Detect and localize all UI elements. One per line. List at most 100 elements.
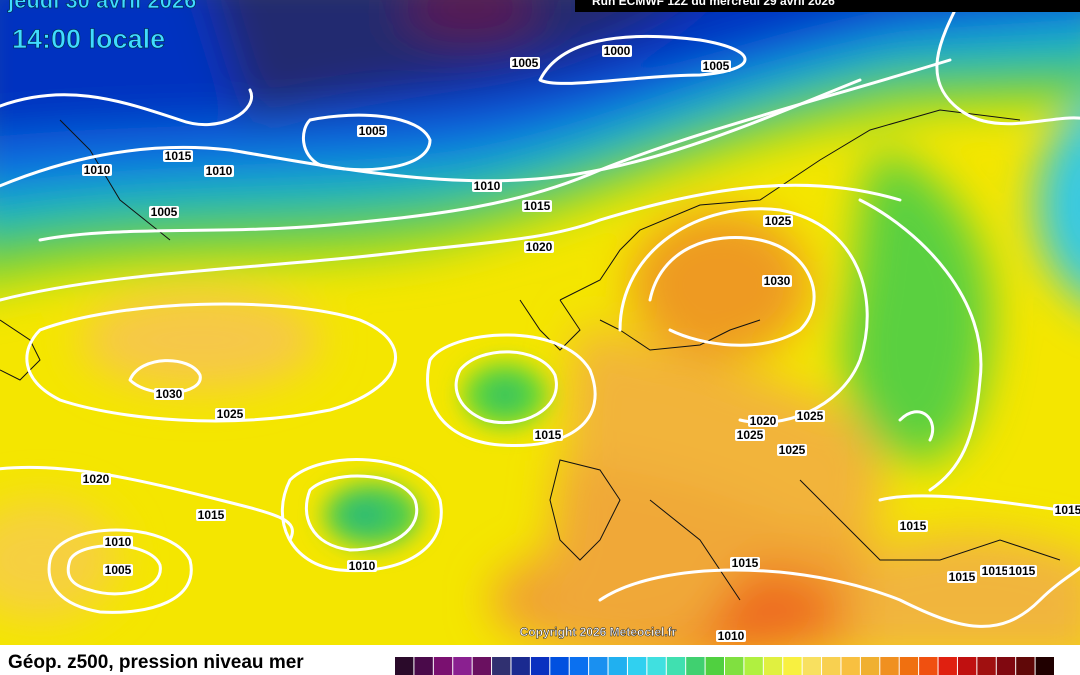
isobar-label: 1030 <box>764 274 791 288</box>
isobar-label-bg <box>510 57 540 69</box>
isobar-label: 1010 <box>349 559 376 573</box>
color-swatch <box>802 657 822 675</box>
isobar-label-bg <box>898 520 928 532</box>
isobar-label-bg <box>196 509 226 521</box>
isobar-label: 1005 <box>512 56 539 70</box>
color-swatch <box>569 657 589 675</box>
isobar-label-bg <box>357 125 387 137</box>
color-swatch <box>783 657 802 675</box>
isobar-label-bg <box>163 150 193 162</box>
color-swatch <box>395 657 414 675</box>
isobar-label: 1020 <box>526 240 553 254</box>
color-swatch <box>414 657 433 675</box>
isobar-label: 1015 <box>732 556 759 570</box>
isobar-label: 1030 <box>156 387 183 401</box>
isobar-label: 1010 <box>84 163 111 177</box>
isobar-label: 1015 <box>524 199 551 213</box>
isobar-contours <box>0 0 1080 628</box>
isobar-label-bg <box>103 564 133 576</box>
isobar-label-bg <box>154 388 184 400</box>
isobar-label: 1015 <box>165 149 192 163</box>
isobar-label-bg <box>701 60 731 72</box>
run-info: Run ECMWF 12Z du mercredi 29 avril 2026 <box>592 0 835 8</box>
color-swatch <box>1016 657 1035 675</box>
color-swatch <box>938 657 957 675</box>
isobar-label: 1010 <box>206 164 233 178</box>
isobar-label: 1025 <box>737 428 764 442</box>
isobar-label: 1025 <box>779 443 806 457</box>
isobar-label-bg <box>602 45 632 57</box>
isobar-label-bg <box>748 415 778 427</box>
color-swatch <box>608 657 627 675</box>
isobar-labels: 1005 1000 1005 1005 1015 1010 1010 1005 1010 1015… <box>81 44 1080 643</box>
color-swatch <box>705 657 724 675</box>
isobar-label: 1025 <box>797 409 824 423</box>
color-swatch <box>763 657 783 675</box>
isobar-label-bg <box>763 215 793 227</box>
isobar-label-bg <box>1007 565 1037 577</box>
isobar-label-bg <box>980 565 1010 577</box>
isobar-label: 1005 <box>703 59 730 73</box>
color-swatch <box>686 657 705 675</box>
isobar-label: 1015 <box>949 570 976 584</box>
legend-title: Géop. z500, pression niveau mer <box>8 652 304 673</box>
color-swatch <box>472 657 492 675</box>
isobar-label: 1005 <box>359 124 386 138</box>
color-swatch <box>530 657 550 675</box>
color-swatch <box>880 657 899 675</box>
isobar-label-bg <box>730 557 760 569</box>
color-swatch <box>744 657 763 675</box>
isobar-label-bg <box>947 571 977 583</box>
color-swatch <box>433 657 453 675</box>
map-time: 14:00 locale <box>12 24 165 54</box>
isobar-label: 1020 <box>83 472 110 486</box>
copyright: Copyright 2026 Meteociel.fr <box>520 625 677 639</box>
isobar-label-bg <box>762 275 792 287</box>
color-swatch <box>666 657 686 675</box>
color-swatch <box>919 657 938 675</box>
isobar-label-bg <box>795 410 825 422</box>
isobar-label: 1015 <box>535 428 562 442</box>
isobar-label: 1015 <box>900 519 927 533</box>
isobar-label-bg <box>735 429 765 441</box>
isobar-label: 1015 <box>198 508 225 522</box>
isobar-label-bg <box>522 200 552 212</box>
color-swatch <box>899 657 919 675</box>
map-date: jeudi 30 avril 2026 <box>7 0 196 13</box>
isobar-label-bg <box>81 473 111 485</box>
color-swatch <box>822 657 841 675</box>
isobar-label-bg <box>777 444 807 456</box>
isobar-label-bg <box>204 165 234 177</box>
isobar-label-bg <box>103 536 133 548</box>
isobar-label-bg <box>716 630 746 642</box>
color-swatch <box>841 657 860 675</box>
isobar-label: 1025 <box>217 407 244 421</box>
isobar-label-bg <box>1053 504 1080 516</box>
isobar-label: 1015 <box>1055 503 1080 517</box>
isobar-label: 1025 <box>765 214 792 228</box>
color-swatch <box>647 657 666 675</box>
isobar-label: 1020 <box>750 414 777 428</box>
color-swatch <box>957 657 977 675</box>
isobar-label: 1010 <box>718 629 745 643</box>
color-scale <box>395 657 1054 675</box>
color-swatch <box>550 657 569 675</box>
isobar-label-bg <box>533 429 563 441</box>
isobar-label: 1015 <box>982 564 1009 578</box>
run-banner <box>575 0 1080 12</box>
isobar-label-bg <box>215 408 245 420</box>
color-swatch <box>492 657 511 675</box>
isobar-label: 1005 <box>151 205 178 219</box>
color-swatch <box>860 657 880 675</box>
isobar-label-bg <box>472 180 502 192</box>
isobar-label-bg <box>149 206 179 218</box>
isobar-label: 1005 <box>105 563 132 577</box>
color-swatch <box>977 657 996 675</box>
color-swatch <box>1035 657 1054 675</box>
color-swatch <box>511 657 530 675</box>
color-swatch <box>453 657 472 675</box>
isobar-label: 1010 <box>105 535 132 549</box>
